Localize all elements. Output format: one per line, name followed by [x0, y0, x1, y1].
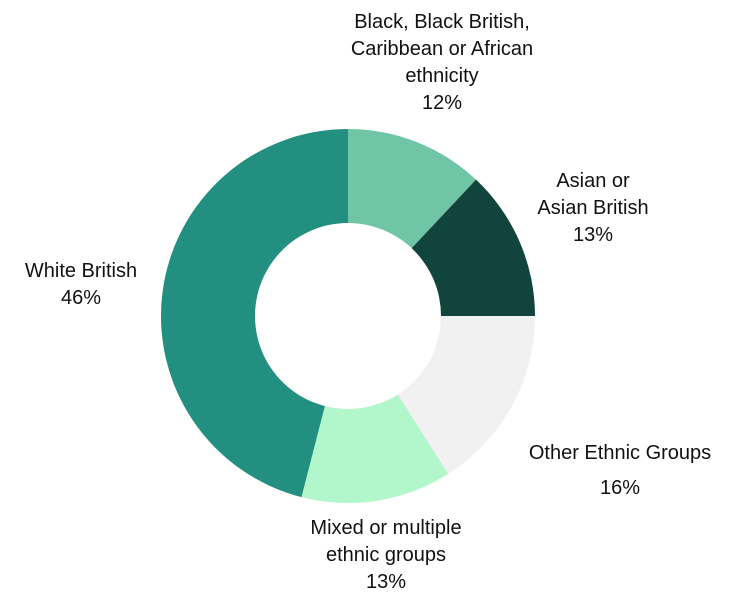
slice-label-white: White British 46% — [0, 258, 162, 312]
slice-label-black: Black, Black British, Caribbean or Afric… — [290, 9, 594, 117]
slice-value-white: 46% — [60, 287, 102, 309]
slice-value-mixed: 13% — [365, 571, 407, 593]
slice-label-asian-line-2: Asian British — [537, 197, 649, 219]
slice-label-asian: Asian or Asian British 13% — [533, 168, 653, 249]
donut-hole — [255, 223, 441, 409]
slice-label-mixed-line-1: Mixed or multiple — [310, 517, 462, 539]
slice-label-mixed: Mixed or multiple ethnic groups 13% — [268, 515, 504, 596]
slice-value-black: 12% — [421, 92, 463, 114]
slice-label-mixed-line-2: ethnic groups — [325, 544, 447, 566]
slice-label-white-line-1: White British — [24, 260, 138, 282]
slice-value-other: 16% — [599, 477, 641, 499]
slice-label-asian-line-1: Asian or — [556, 170, 630, 192]
slice-value-asian: 13% — [572, 224, 614, 246]
slice-label-black-line-3: ethnicity — [405, 65, 479, 87]
slice-label-black-line-2: Caribbean or African — [350, 38, 534, 60]
slice-label-other-line-1: Other Ethnic Groups — [528, 442, 712, 464]
slice-label-other: Other Ethnic Groups 16% — [496, 440, 741, 502]
slice-label-black-line-1: Black, Black British, — [354, 11, 530, 33]
donut-slice-white — [160, 128, 348, 498]
